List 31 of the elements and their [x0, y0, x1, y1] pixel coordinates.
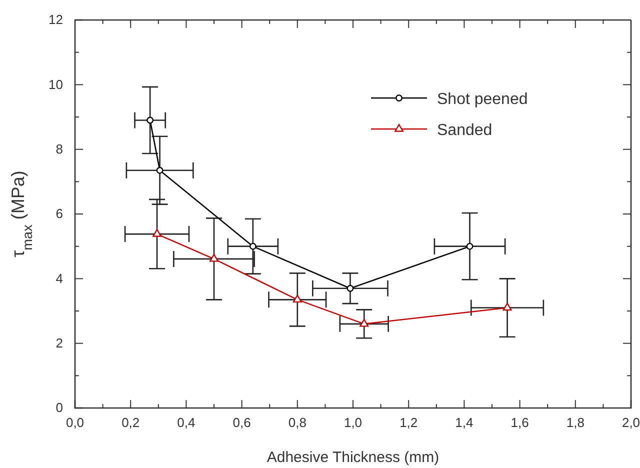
- x-tick-label: 0,2: [122, 415, 140, 430]
- point: [360, 318, 369, 327]
- x-tick-label: 0,4: [177, 415, 196, 430]
- point: [249, 242, 256, 250]
- x-tick-label: 2,0: [622, 415, 640, 430]
- y-tick-label: 12: [48, 12, 63, 28]
- x-axis-title: Adhesive Thickness (mm): [266, 449, 440, 466]
- point: [210, 254, 218, 262]
- x-tick-label: 0,6: [232, 415, 251, 430]
- legend-label: Sanded: [437, 122, 492, 139]
- point: [502, 302, 512, 311]
- point: [292, 294, 302, 303]
- x-tick-label: 1,2: [400, 415, 418, 430]
- point: [466, 242, 474, 250]
- x-tick-label: 1,0: [344, 415, 362, 430]
- x-tick-label: 1,6: [510, 415, 529, 430]
- point: [156, 166, 164, 174]
- point: [146, 116, 154, 124]
- y-tick-label: 8: [56, 141, 63, 156]
- y-tick-label: 10: [48, 76, 63, 92]
- y-tick-label: 2: [56, 335, 63, 350]
- point: [152, 228, 162, 237]
- x-tick-label: 1,8: [566, 415, 584, 430]
- y-tick-label: 6: [56, 206, 63, 222]
- x-tick-label: 1,4: [455, 415, 474, 430]
- y-tick-label: 0: [56, 400, 63, 416]
- x-tick-label: 0,0: [66, 415, 84, 430]
- legend-label: Shot peened: [437, 91, 528, 108]
- point: [346, 284, 354, 292]
- y-tick-label: 4: [56, 270, 63, 286]
- x-tick-label: 0,8: [288, 415, 306, 430]
